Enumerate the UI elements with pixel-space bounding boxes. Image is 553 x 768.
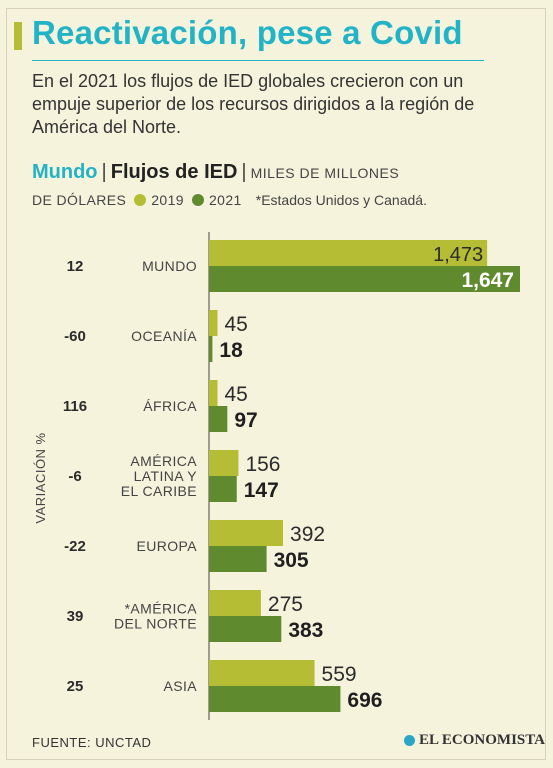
title-accent-bar (14, 22, 22, 50)
value-label-2019: 1,473 (433, 244, 483, 266)
chart-heading: Mundo | Flujos de IED | MILES DE MILLONES (32, 161, 399, 184)
variation-axis-label: VARIACIÓN % (33, 432, 48, 523)
value-label-2019: 45 (224, 313, 247, 336)
footnote: *Estados Unidos y Canadá. (255, 192, 427, 208)
value-label-2021: 305 (274, 549, 309, 572)
bar-2021 (209, 546, 267, 572)
variation-value: -22 (64, 538, 86, 555)
bar-2019 (209, 520, 284, 546)
heading-topic: Flujos de IED (110, 161, 238, 183)
infographic-frame (6, 8, 546, 760)
category-label-line: EL CARIBE (121, 483, 197, 499)
page-title: Reactivación, pese a Covid (32, 14, 463, 51)
category-label-line: EUROPA (137, 538, 198, 554)
category-label-line: OCEANÍA (131, 328, 197, 344)
legend-label-2021: 2021 (209, 192, 242, 208)
bar-2019 (209, 590, 261, 616)
legend-swatch-2019 (134, 194, 147, 206)
heading-region: Mundo (32, 161, 98, 183)
variation-value: 25 (67, 678, 84, 695)
bar-2021 (209, 686, 341, 712)
category-label: OCEANÍA (131, 328, 197, 344)
bar-2021 (209, 616, 282, 642)
bar-2019 (209, 240, 488, 266)
value-label-2019: 275 (268, 593, 303, 616)
heading-units: MILES DE MILLONES (250, 165, 400, 181)
heading-separator-2: | (241, 161, 247, 183)
bar-2021 (209, 406, 228, 432)
category-label-line: DEL NORTE (114, 616, 197, 632)
value-label-2021: 383 (288, 619, 323, 642)
category-label-line: ÁFRICA (143, 398, 197, 414)
category-label-line: LATINA Y (134, 468, 198, 484)
value-label-2019: 559 (322, 663, 357, 686)
category-label: EUROPA (137, 538, 198, 554)
category-label-line: ASIA (163, 678, 197, 694)
variation-value: 116 (63, 398, 87, 415)
subtitle: En el 2021 los flujos de IED globales cr… (32, 71, 475, 137)
variation-value: 39 (67, 608, 84, 625)
category-label: *AMÉRICA DEL NORTE (114, 601, 197, 632)
bar-2019 (209, 380, 218, 406)
bar-2021 (209, 476, 237, 502)
variation-value: -6 (68, 468, 81, 485)
category-label-line: *AMÉRICA (125, 601, 198, 617)
bar-2021 (209, 336, 213, 362)
bar-2019 (209, 310, 218, 336)
variation-value: 12 (67, 258, 84, 275)
value-label-2021: 97 (234, 409, 257, 432)
logo-mark-icon (404, 735, 415, 746)
value-label-2019: 392 (290, 523, 325, 546)
value-label-2019: 156 (245, 453, 280, 476)
heading-separator: | (101, 161, 107, 183)
bar-2021 (209, 266, 520, 292)
category-label: ÁFRICA (143, 398, 197, 414)
category-label-line: MUNDO (142, 258, 197, 274)
units-continued: DE DÓLARES (32, 192, 127, 208)
category-label: AMÉRICA LATINA Y EL CARIBE (121, 453, 197, 499)
category-label-line: AMÉRICA (130, 453, 197, 469)
value-label-2021: 147 (244, 479, 279, 502)
legend: DE DÓLARES 2019 2021 *Estados Unidos y C… (32, 192, 427, 208)
bar-2019 (209, 660, 315, 686)
variation-value: -60 (64, 328, 86, 345)
category-label: ASIA (163, 678, 197, 694)
value-label-2021: 696 (347, 689, 382, 712)
bar-2019 (209, 450, 239, 476)
legend-label-2019: 2019 (151, 192, 184, 208)
title-underline (32, 60, 484, 61)
value-label-2021: 18 (219, 339, 243, 362)
logo-text: EL ECONOMISTA (419, 732, 545, 748)
publisher-logo: EL ECONOMISTA (404, 732, 545, 749)
value-label-2021: 1,647 (461, 269, 514, 292)
legend-swatch-2021 (192, 194, 204, 206)
value-label-2019: 45 (224, 383, 247, 406)
source-note: FUENTE: UNCTAD (32, 735, 152, 750)
category-label: MUNDO (142, 258, 197, 274)
